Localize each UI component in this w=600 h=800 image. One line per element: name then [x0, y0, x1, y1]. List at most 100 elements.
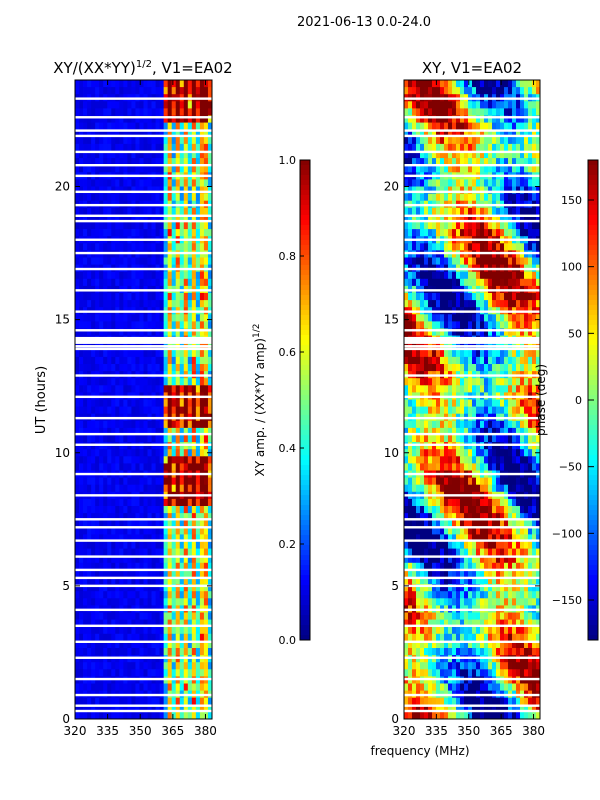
heatmap-cell	[179, 463, 185, 471]
heatmap-cell	[103, 122, 108, 131]
heatmap-cell	[436, 243, 441, 251]
heatmap-cell	[83, 534, 88, 542]
heatmap-cell	[123, 569, 128, 578]
heatmap-cell	[87, 229, 92, 237]
heatmap-cell	[448, 143, 453, 152]
heatmap-cell	[496, 328, 501, 336]
heatmap-cell	[199, 222, 205, 230]
heatmap-cell	[436, 158, 441, 166]
heatmap-cell	[191, 243, 197, 251]
heatmap-cell	[107, 406, 112, 415]
heatmap-cell	[464, 328, 469, 336]
heatmap-cell	[119, 541, 124, 549]
heatmap-cell	[123, 151, 128, 159]
heatmap-cell	[500, 328, 505, 336]
heatmap-cell	[95, 484, 100, 493]
heatmap-cell	[139, 591, 144, 599]
heatmap-cell	[420, 399, 425, 407]
heatmap-cell	[512, 427, 517, 436]
heatmap-cell	[99, 463, 104, 471]
heatmap-cell	[99, 541, 104, 549]
heatmap-cell	[199, 633, 205, 642]
heatmap-cell	[420, 143, 425, 152]
heatmap-cell	[163, 136, 169, 145]
heatmap-cell	[159, 385, 165, 393]
heatmap-cell	[464, 115, 469, 123]
heatmap-cell	[131, 456, 136, 464]
heatmap-cell	[187, 300, 193, 308]
heatmap-cell	[159, 569, 165, 578]
heatmap-cell	[524, 328, 529, 336]
heatmap-cell	[155, 271, 161, 280]
heatmap-cell	[448, 257, 453, 265]
heatmap-cell	[504, 435, 509, 443]
heatmap-cell	[500, 385, 505, 393]
colorbar-segment	[300, 315, 310, 321]
heatmap-cell	[207, 399, 213, 407]
heatmap-cell	[179, 662, 185, 670]
heatmap-cell	[203, 364, 209, 372]
heatmap-cell	[103, 151, 108, 159]
heatmap-cell	[147, 577, 152, 585]
left-panel-title: XY/(XX*YY)1/2, V1=EA02	[53, 59, 232, 77]
heatmap-cell	[171, 186, 177, 194]
heatmap-cell	[484, 108, 489, 116]
heatmap-cell	[420, 271, 425, 280]
heatmap-cell	[504, 328, 509, 336]
heatmap-cell	[111, 314, 116, 322]
heatmap-cell	[135, 640, 140, 649]
heatmap-cell	[79, 300, 84, 308]
heatmap-cell	[536, 328, 541, 336]
heatmap-cell	[464, 349, 469, 358]
heatmap-cell	[440, 356, 445, 365]
heatmap-cell	[151, 193, 156, 202]
heatmap-cell	[440, 257, 445, 265]
heatmap-cell	[155, 186, 161, 194]
heatmap-cell	[135, 80, 140, 88]
colorbar-segment	[300, 275, 310, 281]
heatmap-cell	[532, 193, 537, 202]
heatmap-cell	[127, 179, 132, 187]
heatmap-cell	[155, 364, 161, 372]
heatmap-cell	[424, 243, 429, 251]
heatmap-cell	[179, 449, 185, 457]
heatmap-cell	[412, 158, 417, 166]
heatmap-cell	[484, 193, 489, 202]
heatmap-cell	[115, 633, 120, 642]
heatmap-cell	[199, 612, 205, 620]
heatmap-cell	[412, 420, 417, 429]
heatmap-cell	[532, 293, 537, 301]
heatmap-cell	[151, 683, 156, 691]
heatmap-cell	[171, 662, 177, 670]
heatmap-cell	[183, 548, 189, 557]
heatmap-cell	[171, 364, 177, 372]
heatmap-cell	[143, 555, 148, 564]
heatmap-cell	[127, 87, 132, 95]
heatmap-cell	[159, 136, 165, 145]
heatmap-cell	[496, 108, 501, 116]
heatmap-cell	[416, 115, 421, 123]
heatmap-cell	[123, 364, 128, 372]
heatmap-cell	[75, 179, 80, 187]
heatmap-cell	[163, 591, 169, 599]
heatmap-cell	[404, 420, 409, 429]
heatmap-cell	[87, 122, 92, 131]
heatmap-cell	[107, 385, 112, 393]
heatmap-cell	[171, 435, 177, 443]
heatmap-cell	[524, 378, 529, 386]
heatmap-cell	[444, 356, 449, 365]
heatmap-cell	[95, 555, 100, 564]
heatmap-cell	[195, 435, 201, 443]
heatmap-cell	[91, 569, 96, 578]
heatmap-cell	[532, 385, 537, 393]
heatmap-cell	[500, 115, 505, 123]
heatmap-cell	[175, 101, 181, 109]
heatmap-cell	[195, 122, 201, 131]
heatmap-cell	[163, 633, 169, 642]
flagged-band	[75, 336, 212, 344]
heatmap-cell	[143, 186, 148, 194]
heatmap-cell	[107, 101, 112, 109]
heatmap-cell	[127, 662, 132, 670]
heatmap-cell	[111, 349, 116, 358]
heatmap-cell	[75, 520, 80, 528]
